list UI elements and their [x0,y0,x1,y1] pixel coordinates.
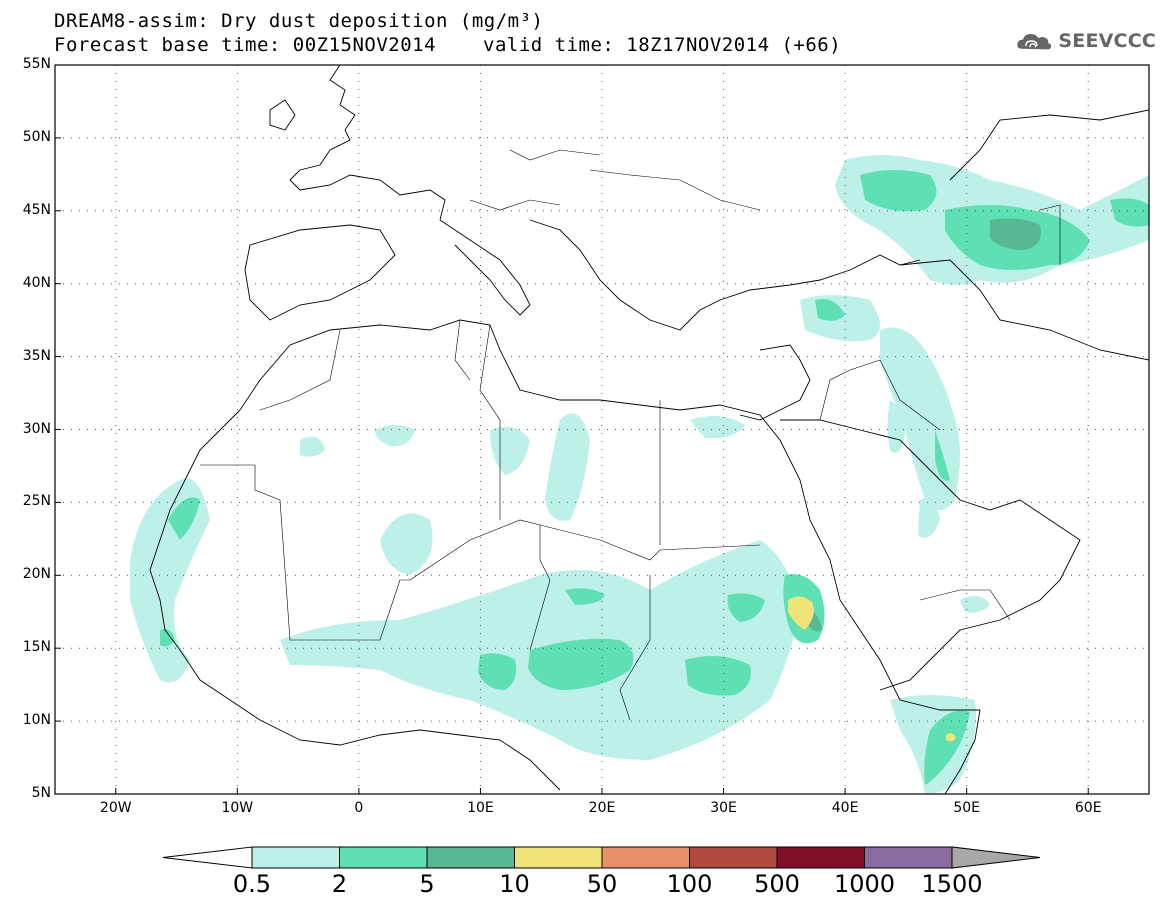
colorbar-segment [864,846,953,869]
country-borders [200,149,1061,721]
colorbar-label: 10 [499,870,530,898]
dust-field-very-high [788,596,956,742]
lat-tick-label: 25N [22,493,51,510]
colorbar-label: 1500 [921,870,983,898]
colorbar-segment [251,846,340,869]
colorbar-label: 5 [419,870,435,898]
lon-tick-label: 30E [710,800,737,816]
colorbar-label: 1000 [833,870,896,898]
colorbar-under-triangle [162,846,253,869]
lon-tick-label: 60E [1074,800,1102,816]
colorbar-segment [514,846,603,869]
colorbar-label: 0.5 [232,870,272,898]
lat-tick-label: 35N [22,347,51,364]
colorbar-segment [689,846,778,869]
lat-tick-label: 40N [22,274,51,291]
colorbar-label: 50 [586,870,618,898]
lat-tick-label: 15N [22,639,51,656]
cloud-icon [1017,33,1052,50]
colorbar [162,846,1041,869]
colorbar-segment [339,846,428,869]
lat-tick-label: 45N [22,201,51,218]
dust-field-medium [160,170,1149,785]
lon-tick-label: 50E [953,800,980,816]
lat-tick-label: 20N [22,566,51,583]
lat-tick-label: 50N [22,128,51,145]
colorbar-label: 500 [754,870,800,898]
logo-text: SEEVCCC [1058,30,1156,52]
lon-tick-label: 40E [831,800,859,816]
lon-tick-label: 20E [588,800,616,816]
lat-tick-label: 10N [22,712,51,729]
lat-tick-label: 5N [31,785,51,801]
forecast-base-time: Forecast base time: 00Z15NOV2014 [54,34,437,56]
lon-tick-label: 10W [221,800,254,816]
lat-tick-label: 55N [22,56,51,72]
lat-tick-label: 30N [22,420,51,437]
lon-tick-label: 10E [467,800,494,816]
colorbar-over-triangle [951,846,1041,869]
colorbar-label: 2 [331,870,348,898]
map-title: DREAM8-assim: Dry dust deposition (mg/m³… [54,10,544,32]
valid-time: valid time: 18Z17NOV2014 (+66) [483,34,842,56]
colorbar-segment [776,846,865,869]
colorbar-segment [601,846,690,869]
lon-tick-label: 0 [354,800,364,816]
lon-tick-label: 20W [99,800,132,816]
colorbar-segment [426,846,515,869]
axis-ticks [55,64,1089,795]
seevccc-logo: SEEVCCC [1016,24,1156,58]
colorbar-label: 100 [666,870,713,898]
